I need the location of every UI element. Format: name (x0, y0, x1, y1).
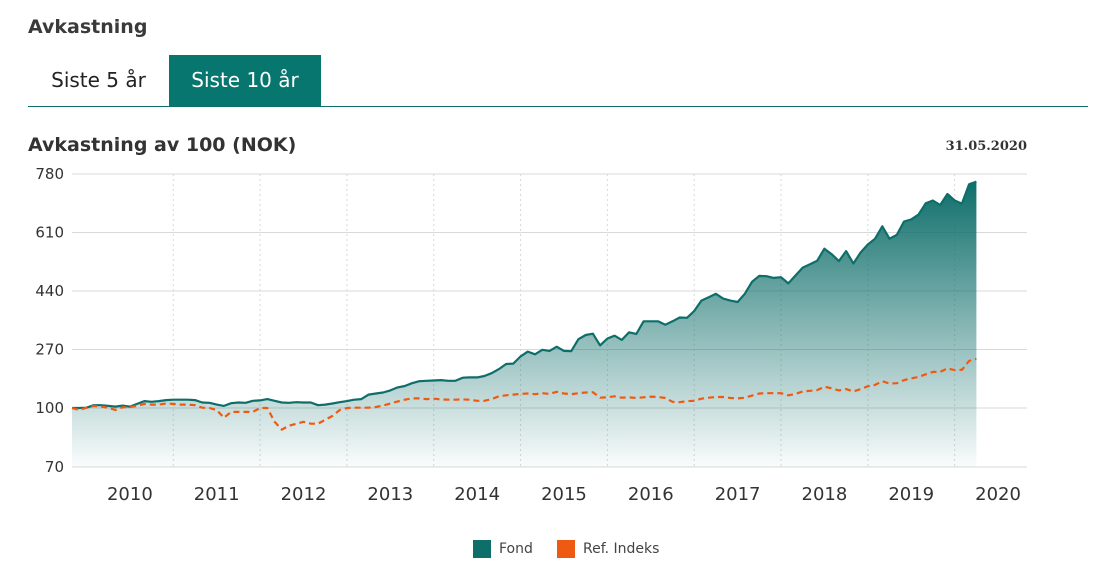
legend-item-fond[interactable]: Fond (473, 539, 543, 559)
series-line-fond (72, 180, 977, 410)
as-of-date: 31.05.2020 (945, 139, 1027, 154)
x-tick-label: 2020 (975, 484, 1021, 505)
x-tick-label: 2018 (802, 484, 848, 505)
legend-label-ref-indeks: Ref. Indeks (583, 541, 660, 557)
chart-legend: Fond Ref. Indeks (0, 539, 1116, 559)
y-tick-label: 100 (35, 399, 64, 417)
chart-title: Avkastning av 100 (NOK) (28, 134, 297, 156)
series-area-fond (72, 181, 977, 467)
x-tick-label: 2016 (628, 484, 674, 505)
y-tick-label: 780 (35, 165, 64, 183)
tab-siste-5-ar[interactable]: Siste 5 år (28, 55, 169, 106)
x-tick-label: 2015 (541, 484, 587, 505)
period-tabs: Siste 5 år Siste 10 år (28, 55, 1088, 107)
y-tick-label: 70 (45, 458, 64, 476)
x-tick-label: 2010 (107, 484, 153, 505)
legend-swatch-ref-indeks (557, 540, 575, 558)
x-tick-label: 2012 (281, 484, 327, 505)
x-tick-label: 2011 (194, 484, 240, 505)
chart-labels: 70 100 270 440 610 780 2010 2011 2012 2013 2014 201… (35, 165, 1021, 505)
x-tick-label: 2017 (715, 484, 761, 505)
y-tick-label: 270 (35, 341, 64, 359)
chart-lines (71, 180, 977, 431)
return-chart: 70 100 270 440 610 780 2010 2011 2012 2013 2014 201… (35, 165, 1027, 505)
tab-siste-10-ar[interactable]: Siste 10 år (169, 55, 321, 106)
x-tick-label: 2014 (454, 484, 500, 505)
x-tick-label: 2019 (888, 484, 934, 505)
legend-item-ref-indeks[interactable]: Ref. Indeks (557, 539, 677, 559)
y-tick-label: 610 (35, 224, 64, 242)
chart-areas (72, 181, 977, 467)
x-tick-label: 2013 (367, 484, 413, 505)
legend-swatch-fond (473, 540, 491, 558)
section-title: Avkastning (28, 16, 148, 38)
series-line-ref-indeks (71, 357, 977, 431)
y-tick-label: 440 (35, 282, 64, 300)
legend-label-fond: Fond (499, 541, 533, 557)
